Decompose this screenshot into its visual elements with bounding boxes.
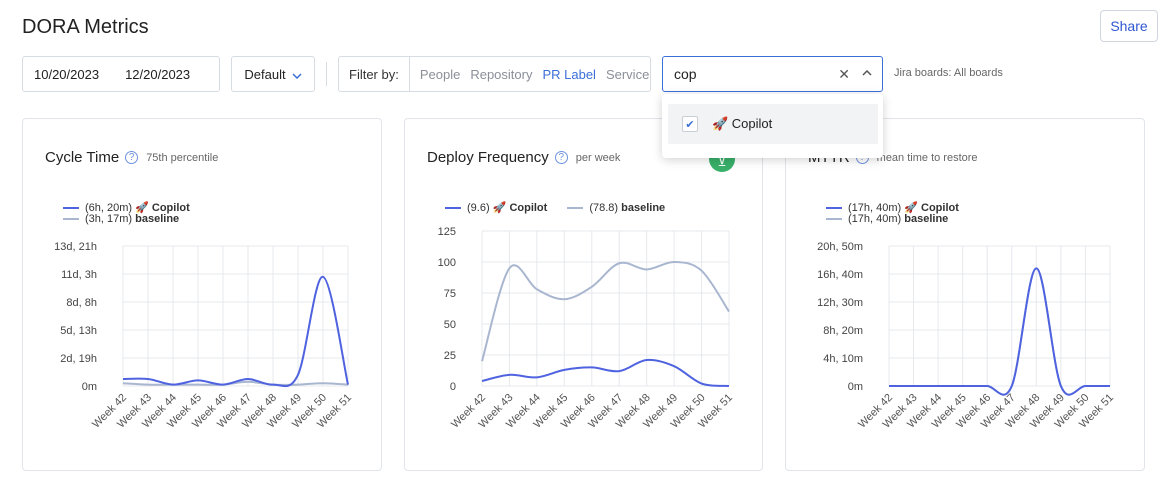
dropdown-option-label: 🚀 Copilot: [712, 116, 773, 131]
y-tick-label: 4h, 10m: [823, 353, 863, 365]
y-tick-label: 2d, 19h: [60, 353, 97, 365]
y-tick-label: 100: [438, 257, 456, 269]
filter-bar: Filter by: People Repository PR Label Se…: [338, 56, 651, 92]
legend-item-copilot[interactable]: (6h, 20m) 🚀 Copilot: [63, 203, 190, 214]
y-tick-label: 75: [444, 288, 456, 300]
y-tick-label: 50: [444, 319, 456, 331]
dropdown-option-copilot[interactable]: ✔ 🚀 Copilot: [668, 104, 878, 144]
card-subtitle: per week: [575, 151, 621, 164]
filter-option-service[interactable]: Service: [605, 66, 650, 82]
y-tick-label: 8d, 8h: [66, 297, 97, 309]
filter-by-label: Filter by:: [339, 57, 410, 91]
preset-label: Default: [244, 66, 286, 82]
filter-option-people[interactable]: People: [419, 66, 461, 82]
y-tick-label: 25: [444, 350, 456, 362]
series-line-copilot: [122, 275, 349, 388]
card-subtitle: mean time to restore: [876, 151, 978, 164]
legend-item-baseline[interactable]: (17h, 40m) baseline: [826, 214, 959, 225]
y-tick-label: 0: [450, 381, 456, 393]
cycle-time-card: Cycle Time ? 75th percentile (6h, 20m) 🚀…: [22, 118, 382, 471]
y-tick-label: 12h, 30m: [817, 297, 863, 309]
close-icon[interactable]: ✕: [838, 66, 850, 82]
date-end: 12/20/2023: [125, 66, 191, 82]
y-tick-label: 16h, 40m: [817, 269, 863, 281]
filter-option-repository[interactable]: Repository: [470, 66, 533, 82]
date-range-picker[interactable]: 10/20/2023 12/20/2023: [22, 56, 220, 92]
label-search-input[interactable]: cop ✕: [662, 56, 883, 92]
question-circle-icon[interactable]: ?: [554, 151, 568, 164]
search-value: cop: [674, 66, 697, 82]
chevron-down-icon: [292, 67, 302, 82]
y-tick-label: 20h, 50m: [817, 241, 863, 253]
series-line-baseline: [481, 260, 730, 362]
divider: [326, 62, 327, 86]
label-dropdown-menu: ✔ 🚀 Copilot: [662, 94, 883, 158]
legend-item-copilot[interactable]: (9.6) 🚀 Copilot: [445, 203, 547, 214]
card-title: Deploy Frequency: [427, 149, 549, 166]
card-subtitle: 75th percentile: [146, 151, 219, 164]
share-button[interactable]: Share: [1100, 10, 1158, 42]
legend-item-copilot[interactable]: (17h, 40m) 🚀 Copilot: [826, 203, 959, 214]
legend-item-baseline[interactable]: (3h, 17m) baseline: [63, 214, 190, 225]
filter-option-pr-label[interactable]: PR Label: [542, 66, 596, 82]
chart-legend: (9.6) 🚀 Copilot (78.8) baseline: [445, 203, 665, 214]
series-line-copilot: [889, 267, 1110, 396]
series-line-baseline: [889, 267, 1110, 396]
y-tick-label: 11d, 3h: [61, 269, 97, 281]
card-title: Cycle Time: [45, 149, 120, 166]
date-start: 10/20/2023: [34, 66, 100, 82]
y-tick-label: 5d, 13h: [60, 325, 97, 337]
y-tick-label: 13d, 21h: [54, 241, 97, 253]
y-tick-label: 8h, 20m: [823, 325, 863, 337]
deploy-frequency-card: Deploy Frequency ? per week (9.6) 🚀 Copi…: [404, 118, 763, 471]
chart-legend: (17h, 40m) 🚀 Copilot (17h, 40m) baseline: [826, 203, 959, 225]
chevron-up-icon[interactable]: [862, 65, 872, 79]
y-tick-label: 0m: [82, 381, 97, 393]
series-line-copilot: [481, 358, 730, 387]
question-circle-icon[interactable]: ?: [125, 151, 139, 164]
legend-item-baseline[interactable]: (78.8) baseline: [567, 203, 665, 214]
page-title: DORA Metrics: [22, 16, 149, 38]
series-line-baseline: [122, 380, 349, 386]
checkbox-checked-icon[interactable]: ✔: [682, 116, 698, 132]
chart-legend: (6h, 20m) 🚀 Copilot (3h, 17m) baseline: [63, 203, 190, 225]
y-tick-label: 0m: [848, 381, 863, 393]
preset-select[interactable]: Default: [231, 56, 315, 92]
jira-boards-label: Jira boards: All boards: [894, 67, 1003, 79]
y-tick-label: 125: [438, 226, 456, 238]
